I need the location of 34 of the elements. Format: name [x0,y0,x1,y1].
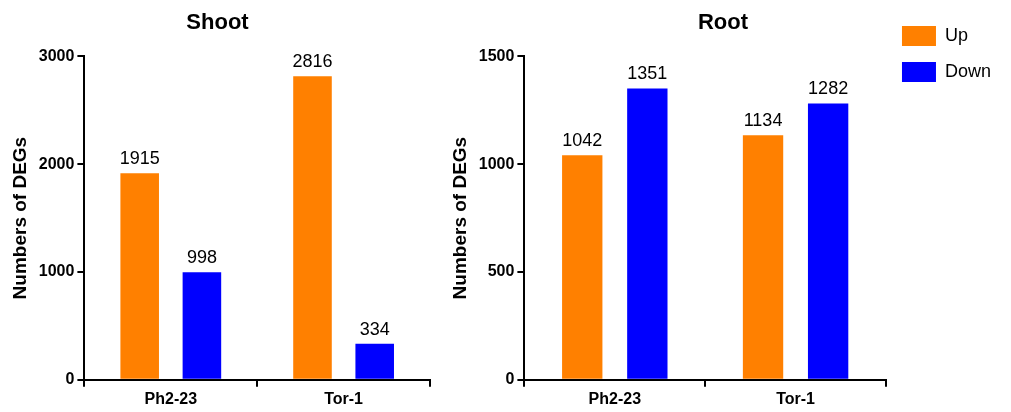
data-label: 1134 [743,110,783,131]
y-tick-label: 1000 [478,154,515,172]
y-tick-label: 1500 [478,46,515,64]
legend-label: Up [944,24,968,45]
data-label: 998 [186,247,217,268]
bar [120,173,159,379]
y-tick-label: 0 [505,370,515,388]
x-tick-label: Tor-1 [776,389,816,407]
x-tick-label: Ph2-23 [144,389,198,407]
legend-label: Down [944,60,992,81]
data-label: 1351 [627,63,668,84]
chart-title: Root [697,9,749,35]
bar [355,343,394,379]
y-tick-label: 500 [487,262,515,280]
data-label: 1915 [119,148,160,169]
y-tick-label: 2000 [38,154,75,172]
chart-title: Shoot [186,9,250,35]
y-tick-label: 3000 [38,46,75,64]
data-label: 1042 [562,130,603,151]
data-label: 1282 [808,78,849,99]
bar [627,88,668,379]
x-tick-label: Tor-1 [324,389,364,407]
y-axis-title: Numbers of DEGs [448,136,470,300]
y-tick-label: 0 [65,370,75,388]
bar [807,103,849,379]
y-axis-title: Numbers of DEGs [8,136,30,300]
x-tick-label: Ph2-23 [588,389,642,407]
bar [562,155,603,379]
y-tick-label: 1000 [38,262,75,280]
bar [182,272,222,379]
bar [742,135,784,379]
bar [293,76,332,379]
data-label: 334 [359,318,390,339]
data-label: 2816 [292,51,333,72]
